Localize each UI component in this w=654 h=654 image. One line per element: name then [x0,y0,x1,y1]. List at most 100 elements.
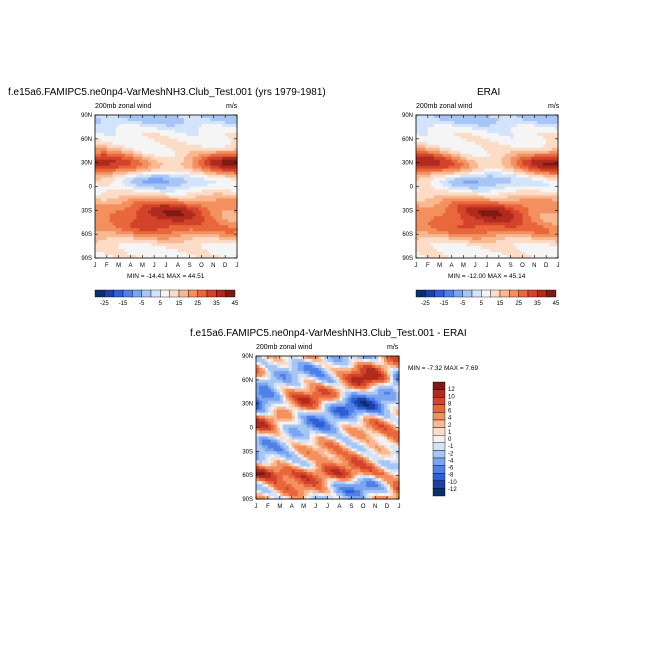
heatmap-cell [555,228,559,232]
heatmap-cell [106,138,111,143]
heatmap-cell [195,168,200,173]
heatmap-cell [234,138,238,143]
heatmap-cell [421,204,426,208]
heatmap-cell [228,219,232,223]
heatmap-cell [183,180,188,185]
heatmap-cell [145,189,149,194]
heatmap-cell [513,129,518,134]
heatmap-cell [256,358,260,363]
heatmap-cell [537,174,541,179]
heatmap-cell [469,117,473,122]
heatmap-cell [264,412,269,417]
heatmap-cell [555,115,559,119]
heatmap-cell [439,189,444,194]
heatmap-cell [448,252,453,256]
heatmap-cell [457,168,461,173]
heatmap-cell [157,201,161,205]
heatmap-cell [171,225,176,229]
heatmap-cell [222,156,226,161]
heatmap-cell [157,234,161,238]
heatmap-cell [124,204,129,208]
heatmap-cell [189,141,194,146]
heatmap-cell [210,240,214,244]
heatmap-cell [418,162,423,167]
heatmap-cell [448,204,453,208]
heatmap-cell [228,213,232,217]
heatmap-cell [261,445,266,449]
heatmap-cell [537,216,541,220]
heatmap-cell [192,192,197,197]
y-tick-label: 30S [402,208,413,214]
heatmap-cell [183,171,188,176]
heatmap-cell [234,153,238,158]
heatmap-cell [516,180,521,185]
heatmap-cell [424,249,429,253]
heatmap-cell [537,135,541,140]
heatmap-cell [103,135,108,140]
heatmap-cell [484,234,488,238]
heatmap-cell [540,201,544,205]
heatmap-cell [115,117,120,122]
heatmap-cell [436,192,441,197]
heatmap-cell [234,159,238,164]
heatmap-cell [436,153,441,158]
heatmap-cell [463,180,467,185]
heatmap-cell [216,115,220,119]
heatmap-cell [475,115,479,119]
heatmap-cell [103,120,108,125]
heatmap-cell [168,186,173,191]
heatmap-cell [424,213,429,217]
heatmap-cell [513,180,518,185]
heatmap-cell [436,201,441,205]
heatmap-cell [510,162,515,167]
heatmap-cell [207,207,211,211]
heatmap-cell [522,210,527,214]
heatmap-cell [231,168,235,173]
heatmap-cell [95,207,99,211]
heatmap-cell [109,198,114,202]
heatmap-cell [151,123,155,128]
heatmap-cell [103,153,108,158]
heatmap-cell [261,367,266,372]
heatmap-cell [528,117,532,122]
heatmap-cell [430,177,435,182]
heatmap-cell [516,144,521,149]
heatmap-cell [133,162,138,167]
heatmap-cell [445,117,450,122]
heatmap-cell [416,234,420,238]
heatmap-cell [516,216,521,220]
heatmap-cell [534,243,538,247]
heatmap-cell [95,165,99,170]
heatmap-cell [519,252,524,256]
x-tick-label: S [509,263,513,269]
heatmap-cell [100,210,105,214]
heatmap-cell [489,177,494,182]
heatmap-cell [484,120,488,125]
heatmap-cell [234,165,238,170]
heatmap-cell [195,207,200,211]
heatmap-cell [478,231,482,235]
heatmap-cell [270,382,275,387]
heatmap-cell [478,162,482,167]
heatmap-cell [457,180,461,185]
heatmap-cell [157,204,161,208]
heatmap-cell [127,216,132,220]
heatmap-cell [543,240,547,244]
heatmap-cell [540,234,544,238]
heatmap-cell [219,213,223,217]
heatmap-cell [163,219,167,223]
heatmap-cell [436,228,441,232]
heatmap-cell [127,252,132,256]
heatmap-cell [534,198,538,202]
heatmap-cell [525,162,530,167]
heatmap-cell [195,147,200,152]
heatmap-cell [436,144,441,149]
heatmap-cell [540,162,544,167]
heatmap-cell [531,231,535,235]
heatmap-cell [106,144,111,149]
heatmap-cell [484,171,488,176]
heatmap-cell [416,177,420,182]
heatmap-cell [256,424,260,429]
heatmap-cell [121,237,126,241]
heatmap-cell [534,204,538,208]
